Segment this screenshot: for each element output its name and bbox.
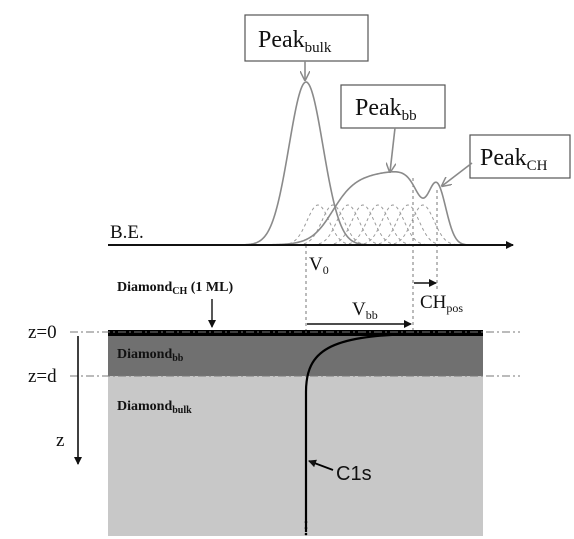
component-peak (372, 204, 444, 246)
continuation-dots (304, 520, 308, 536)
label-sub: bulk (305, 40, 332, 56)
component-peak (297, 204, 369, 246)
label-tail: (1 ML) (187, 280, 233, 295)
peak-bb-arrow (390, 127, 395, 172)
c1s-label: C1s (336, 463, 372, 485)
label-text: V (352, 299, 366, 320)
label-sub: 0 (323, 263, 329, 277)
peak-ch-label: PeakCH (480, 145, 548, 174)
c1s-arrow (308, 459, 334, 471)
peak-bb-box (340, 84, 446, 129)
peak-ch-box (469, 134, 571, 179)
label-text: CH (420, 292, 447, 313)
bulk-layer (108, 376, 483, 536)
label-text: Diamond (117, 280, 172, 295)
component-peak (312, 204, 384, 246)
z-label: z (56, 430, 64, 451)
component-peak (357, 204, 429, 246)
peak-bulk-box (244, 14, 369, 62)
z0-label: z=0 (28, 322, 57, 343)
component-peak (342, 204, 414, 246)
label-text: Peak (258, 27, 305, 53)
v0-label: V0 (309, 254, 329, 277)
label-text: Diamond (117, 347, 172, 362)
c1s-curve (304, 332, 414, 532)
label-sub: CH (527, 158, 548, 174)
be-label: B.E. (110, 222, 144, 243)
component-peak (282, 204, 354, 246)
label-sub: bb (402, 108, 417, 124)
diamond-bulk-label: Diamondbulk (117, 399, 192, 416)
label-text: Peak (480, 145, 527, 171)
label-sub: pos (446, 301, 463, 315)
ch-layer (108, 330, 483, 336)
component-peak (387, 204, 459, 246)
label-sub: CH (172, 286, 187, 297)
label-text: V (309, 254, 323, 275)
bb-layer (108, 336, 483, 376)
diamond-ch-label: DiamondCH (1 ML) (117, 280, 233, 297)
vbb-label: Vbb (352, 299, 378, 322)
diamond-bb-label: Diamondbb (117, 347, 184, 364)
surface-envelope (259, 170, 500, 246)
label-text: Peak (355, 95, 402, 121)
peak-bulk-label: Peakbulk (258, 27, 332, 56)
peak-ch-arrow (442, 162, 473, 186)
component-peak (327, 204, 399, 246)
zd-label: z=d (28, 366, 57, 387)
peak-bb-label: Peakbb (355, 95, 417, 124)
chpos-label: CHpos (420, 292, 463, 315)
label-text: Diamond (117, 399, 172, 414)
label-sub: bulk (172, 405, 192, 416)
label-sub: bb (366, 308, 378, 322)
label-sub: bb (172, 353, 184, 364)
